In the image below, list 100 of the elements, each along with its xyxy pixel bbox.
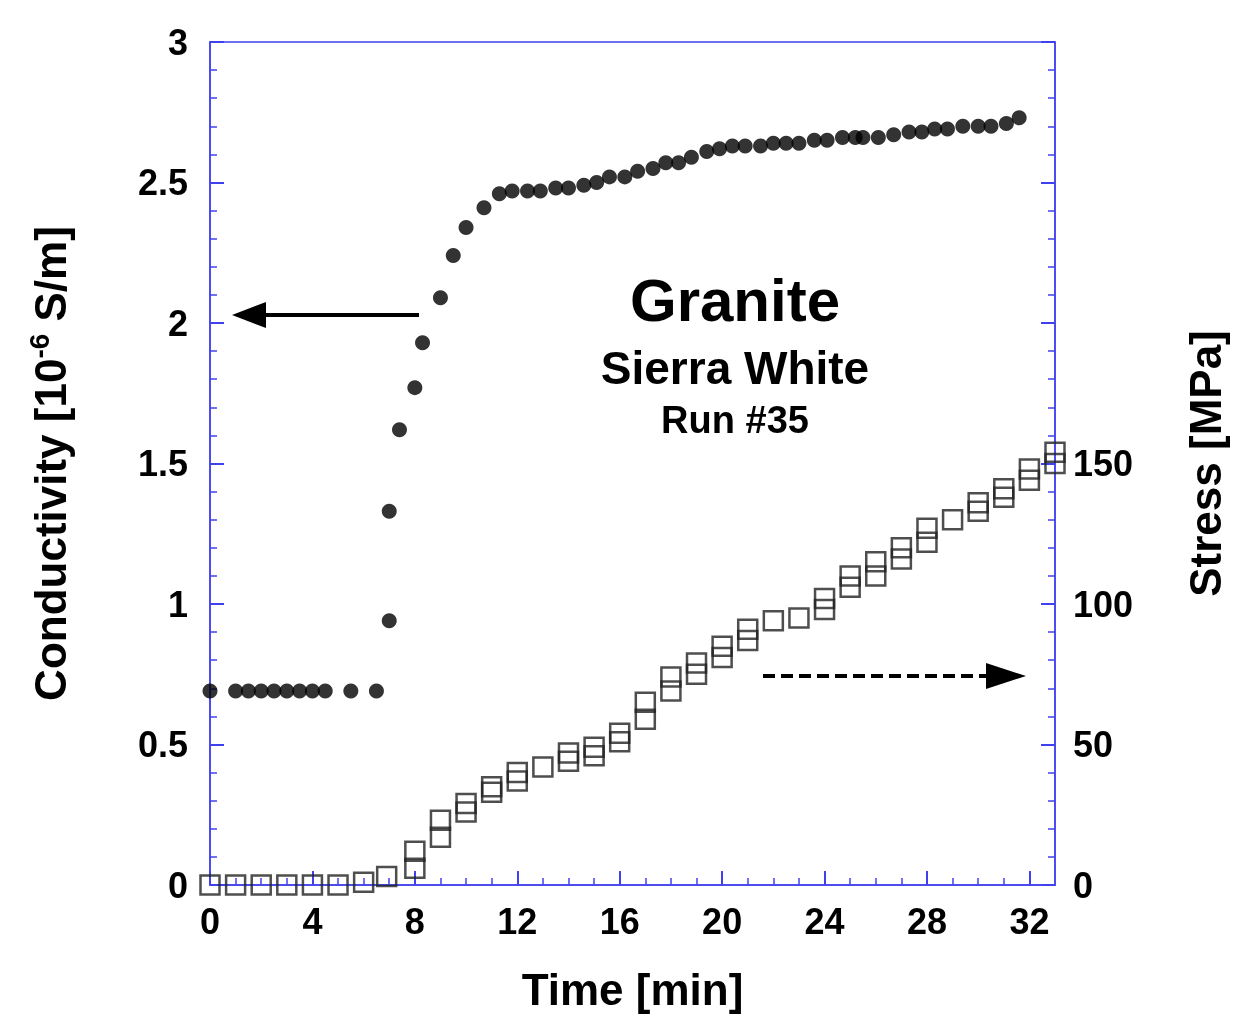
point: [941, 508, 964, 531]
point: [506, 770, 529, 792]
point: [228, 683, 244, 699]
y2-tick-label: 150: [1073, 443, 1134, 484]
point: [813, 598, 836, 621]
point: [813, 587, 836, 610]
y-tick-label: 0.5: [137, 724, 188, 765]
point: [1018, 458, 1041, 480]
point: [583, 736, 605, 759]
point: [765, 135, 781, 151]
point: [634, 691, 657, 714]
x-tick-label: 28: [906, 900, 947, 942]
point: [955, 118, 971, 134]
point: [476, 200, 492, 216]
point: [381, 613, 397, 629]
y-axis-title: Conductivity [10-6 S/m]: [23, 226, 75, 701]
point: [532, 183, 548, 199]
point: [993, 478, 1015, 500]
point: [601, 169, 617, 185]
point: [660, 680, 682, 702]
point: [683, 149, 699, 165]
point: [276, 874, 298, 896]
point: [368, 683, 384, 699]
x-tick-label: 32: [1009, 900, 1050, 942]
point: [415, 335, 431, 351]
point: [865, 551, 887, 573]
point: [504, 183, 520, 199]
point: [855, 130, 871, 146]
point: [724, 138, 740, 154]
point: [630, 163, 646, 179]
point: [480, 781, 503, 804]
point: [589, 175, 605, 190]
x-tick-label: 20: [702, 900, 743, 942]
point: [352, 871, 375, 893]
point: [998, 115, 1014, 131]
point: [890, 548, 913, 570]
x-tick-label: 4: [302, 900, 323, 942]
point: [317, 683, 333, 699]
point: [839, 565, 861, 587]
y2-axis-title: Stress [MPa]: [1180, 330, 1230, 597]
point: [253, 683, 269, 699]
point: [407, 380, 423, 396]
point: [916, 531, 938, 553]
point: [404, 857, 426, 879]
point: [304, 683, 320, 699]
y-tick-label: 2: [167, 302, 188, 344]
point: [778, 135, 794, 151]
point: [712, 141, 728, 157]
point: [429, 809, 452, 832]
point: [834, 130, 850, 146]
x-tick-label: 24: [804, 900, 845, 942]
point: [939, 121, 955, 137]
point: [608, 722, 631, 745]
point: [199, 874, 221, 896]
point: [967, 492, 989, 514]
x-tick-label: 8: [404, 900, 425, 942]
point: [202, 683, 218, 699]
point: [886, 127, 902, 143]
point: [445, 248, 461, 264]
point: [455, 792, 477, 815]
point: [343, 683, 359, 699]
y2-tick-label: 50: [1073, 724, 1114, 765]
point: [901, 124, 917, 140]
point: [480, 775, 503, 798]
point: [292, 683, 308, 699]
point: [301, 874, 324, 896]
point: [870, 130, 886, 146]
y2-tick-label: 0: [1073, 864, 1094, 906]
point: [557, 742, 580, 764]
point: [658, 155, 674, 171]
point: [711, 646, 733, 669]
point: [791, 135, 807, 151]
point: [671, 155, 687, 171]
point: [916, 517, 938, 539]
point: [736, 618, 759, 641]
y-tick-label: 2.5: [137, 162, 188, 203]
point: [520, 183, 536, 199]
point: [788, 607, 810, 629]
point: [737, 138, 753, 154]
annotation: Granite: [629, 266, 841, 334]
x-tick-label: 0: [199, 900, 221, 942]
point: [458, 219, 474, 235]
point: [327, 874, 349, 896]
point: [983, 118, 999, 134]
point: [381, 503, 397, 519]
point: [532, 756, 554, 778]
point: [491, 186, 507, 202]
point: [634, 708, 657, 730]
point: [890, 537, 913, 559]
point: [240, 683, 256, 699]
y-tick-label: 0: [167, 864, 188, 906]
y-tick-label: 3: [167, 21, 188, 63]
point: [617, 169, 633, 185]
point: [1011, 110, 1027, 126]
point: [1044, 441, 1066, 464]
point: [819, 132, 835, 148]
point: [429, 826, 452, 848]
point: [224, 874, 247, 896]
point: [685, 663, 708, 685]
point: [660, 666, 682, 688]
